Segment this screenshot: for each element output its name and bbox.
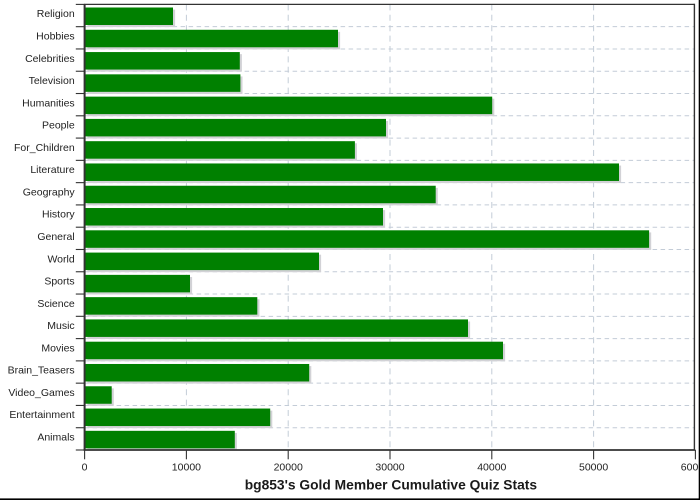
svg-text:Television: Television bbox=[29, 75, 75, 87]
svg-text:People: People bbox=[42, 120, 75, 132]
svg-text:Animals: Animals bbox=[37, 432, 74, 444]
svg-text:Entertainment: Entertainment bbox=[9, 409, 74, 421]
svg-text:0: 0 bbox=[82, 462, 88, 474]
svg-text:History: History bbox=[42, 209, 75, 221]
svg-text:Sports: Sports bbox=[44, 276, 74, 288]
svg-text:50000: 50000 bbox=[579, 462, 608, 474]
svg-text:30000: 30000 bbox=[375, 462, 404, 474]
svg-text:Religion: Religion bbox=[37, 8, 75, 20]
svg-text:Hobbies: Hobbies bbox=[36, 30, 75, 42]
svg-text:Video_Games: Video_Games bbox=[8, 387, 74, 399]
svg-text:Humanities: Humanities bbox=[22, 97, 75, 109]
svg-text:Movies: Movies bbox=[41, 342, 74, 354]
svg-text:Science: Science bbox=[37, 298, 75, 310]
svg-text:bg853's Gold Member Cumulative: bg853's Gold Member Cumulative Quiz Stat… bbox=[245, 477, 538, 492]
svg-text:World: World bbox=[47, 253, 74, 265]
svg-text:20000: 20000 bbox=[274, 462, 303, 474]
svg-text:10000: 10000 bbox=[172, 462, 201, 474]
svg-text:For_Children: For_Children bbox=[14, 142, 75, 154]
svg-text:Brain_Teasers: Brain_Teasers bbox=[8, 365, 75, 377]
svg-text:Celebrities: Celebrities bbox=[25, 53, 75, 65]
svg-text:Literature: Literature bbox=[30, 164, 75, 176]
svg-text:Geography: Geography bbox=[23, 186, 76, 198]
svg-text:40000: 40000 bbox=[477, 462, 506, 474]
svg-text:Music: Music bbox=[47, 320, 74, 332]
svg-text:60000: 60000 bbox=[681, 462, 700, 474]
svg-text:General: General bbox=[37, 231, 74, 243]
